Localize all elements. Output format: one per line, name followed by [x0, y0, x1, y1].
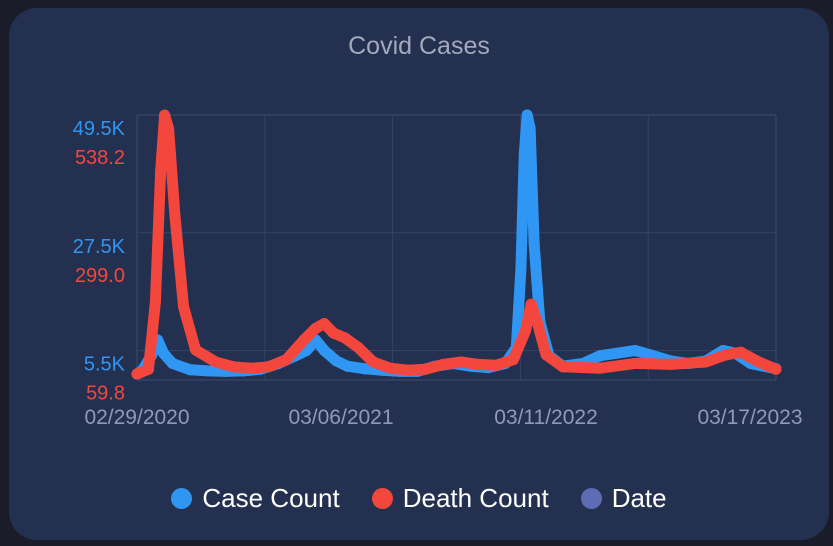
data-point-death-count: [520, 325, 531, 337]
x-tick-label: 03/11/2022: [494, 406, 598, 429]
data-point-death-count: [228, 361, 239, 373]
data-point-death-count: [245, 362, 257, 374]
legend-dot-date: [580, 488, 602, 509]
legend-label-case-count: Case Count: [202, 483, 340, 513]
data-point-death-count: [149, 296, 161, 308]
data-point-death-count: [298, 334, 310, 346]
x-tick-label: 03/06/2021: [288, 406, 393, 429]
legend-dot-death-count: [371, 488, 393, 509]
series-line-death-count: [131, 109, 782, 380]
data-point-death-count: [339, 332, 351, 344]
y-tick-label-case: 5.5K: [84, 354, 126, 376]
grid: [136, 114, 777, 381]
data-point-death-count: [455, 356, 467, 368]
data-point-death-count: [490, 359, 502, 371]
chart-card: 49.5K 27.5K 5.5K 538.2 299.0 59.8 02/29/2020…: [9, 8, 829, 540]
data-point-case-count: [184, 364, 196, 376]
data-point-death-count: [735, 346, 747, 358]
data-point-death-count: [318, 318, 330, 329]
data-point-death-count: [190, 344, 202, 356]
y-tick-label-case: 27.5K: [73, 236, 126, 258]
x-tick-label: 02/29/2020: [84, 406, 189, 429]
data-point-death-count: [169, 209, 181, 221]
legend-label-death-count: Death Count: [402, 483, 549, 513]
legend-item-case-count[interactable]: Case Count: [171, 483, 340, 514]
data-point-case-count: [629, 345, 641, 356]
legend-dot-case-count: [171, 488, 193, 509]
data-point-death-count: [594, 362, 606, 374]
data-point-case-count: [167, 358, 179, 369]
data-point-death-count: [420, 363, 431, 375]
data-point-death-count: [178, 301, 189, 313]
data-point-death-count: [700, 356, 712, 368]
data-point-death-count: [437, 358, 449, 370]
data-point-death-count: [770, 363, 782, 375]
data-point-death-count: [531, 315, 543, 327]
data-point-death-count: [159, 109, 171, 121]
data-point-death-count: [507, 354, 519, 366]
data-point-death-count: [210, 356, 222, 368]
legend-item-death-count[interactable]: Death Count: [371, 483, 549, 514]
data-point-death-count: [163, 123, 175, 135]
data-point-case-count: [521, 109, 533, 121]
y-tick-label-death: 59.8: [86, 383, 125, 405]
data-point-death-count: [263, 361, 275, 373]
chart-title: Covid Cases: [348, 32, 490, 60]
data-point-case-count: [318, 345, 330, 356]
data-point-death-count: [665, 358, 677, 370]
data-point-death-count: [557, 361, 569, 373]
data-point-death-count: [155, 166, 167, 178]
data-point-death-count: [402, 364, 414, 376]
data-point-death-count: [525, 298, 537, 310]
data-point-death-count: [143, 363, 154, 375]
data-point-case-count: [528, 237, 540, 249]
data-point-death-count: [720, 349, 732, 361]
data-point-case-count: [524, 122, 536, 134]
data-point-case-count: [594, 350, 606, 362]
data-point-case-count: [359, 363, 371, 375]
data-point-case-count: [330, 355, 342, 367]
data-point-death-count: [472, 358, 484, 370]
data-point-death-count: [540, 349, 552, 361]
data-point-case-count: [518, 148, 530, 160]
series-layer: [131, 109, 782, 380]
y-axis-case-count: 49.5K 27.5K 5.5K: [73, 118, 126, 376]
y-axis-death-count: 538.2 299.0 59.8: [75, 147, 125, 405]
data-point-death-count: [753, 356, 765, 368]
data-point-death-count: [629, 357, 641, 369]
legend-label-date: Date: [611, 483, 667, 513]
legend: Case Count Death Count Date: [9, 483, 829, 514]
data-point-death-count: [280, 354, 292, 366]
y-tick-label-death: 538.2: [75, 147, 125, 169]
data-point-death-count: [131, 368, 143, 380]
x-tick-label: 03/17/2023: [697, 406, 802, 429]
data-point-death-count: [310, 322, 322, 334]
data-point-death-count: [352, 342, 364, 353]
legend-item-date[interactable]: Date: [580, 483, 667, 514]
data-point-death-count: [328, 327, 339, 339]
data-point-death-count: [367, 356, 379, 368]
data-point-case-count: [202, 365, 214, 377]
data-point-death-count: [384, 362, 396, 374]
y-tick-label-case: 49.5K: [73, 118, 126, 140]
data-point-case-count: [341, 360, 353, 372]
chart-canvas: 49.5K 27.5K 5.5K 538.2 299.0 59.8 02/29/2020…: [73, 109, 803, 429]
x-axis: 02/29/2020 03/06/2021 03/11/2022 03/17/2023: [84, 406, 802, 429]
data-point-case-count: [157, 347, 169, 359]
data-point-case-count: [612, 347, 624, 359]
y-tick-label-death: 299.0: [75, 265, 125, 287]
data-point-case-count: [515, 263, 527, 275]
series-line-case-count: [131, 109, 782, 380]
